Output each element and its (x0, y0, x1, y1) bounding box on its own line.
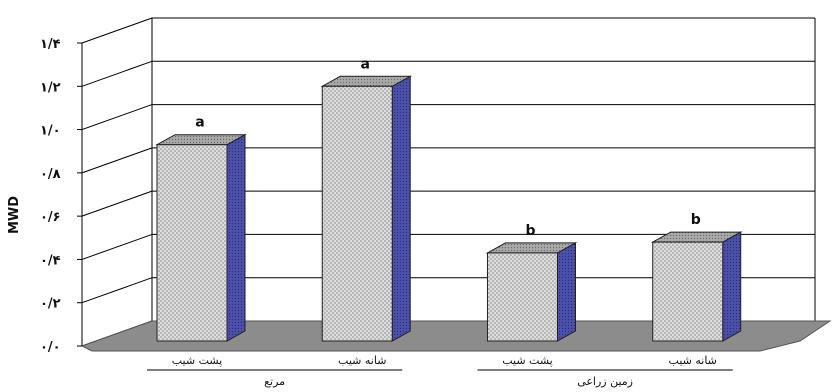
bar-side (722, 231, 742, 342)
gridline-left-wall (81, 190, 153, 217)
y-tick-label: ۰/۴ (40, 253, 61, 268)
bar-data-label: a (361, 56, 370, 72)
x-group-label: مرتع (264, 375, 285, 388)
chart-text: ۰/۰ ۰/۲ ۰/۴ ۰/۶ ۰/۸ ۱/۰ ۱/۲ ۱/۴ MWD a پشت شیب a شانه… (7, 37, 733, 388)
y-tick-label: ۱/۲ (40, 80, 61, 95)
chart-bars (155, 75, 743, 342)
y-tick-label: ۰/۰ (40, 340, 61, 355)
bar (156, 144, 228, 342)
gridline-left-wall (81, 60, 153, 87)
y-tick-label: ۱/۴ (40, 37, 61, 52)
chart-floor (80, 320, 832, 352)
chart-walls (77, 17, 832, 352)
gridline-left-wall (81, 147, 153, 174)
gridline-left-wall (81, 17, 153, 44)
gridline-left-wall (81, 104, 153, 131)
y-tick-label: ۱/۰ (40, 124, 61, 139)
bar-data-label: b (525, 223, 535, 239)
bar-side (226, 133, 246, 342)
y-axis-label: MWD (7, 196, 22, 234)
x-category-label: پشت شیب (502, 354, 553, 367)
bar-data-label: b (691, 212, 701, 228)
bar-side (391, 75, 411, 342)
bar (652, 241, 724, 342)
x-category-label: شانه شیب (338, 354, 386, 367)
y-tick-label: ۰/۶ (40, 210, 61, 225)
bar-data-label: a (195, 115, 204, 131)
y-tick-label: ۰/۲ (40, 297, 61, 312)
x-category-label: شانه شیب (669, 354, 717, 367)
bar (486, 252, 558, 342)
y-tick-label: ۰/۸ (40, 167, 61, 182)
gridline-left-wall (81, 233, 153, 260)
x-group-label: زمین زراعی (577, 375, 633, 388)
x-category-label: پشت شیب (172, 354, 223, 367)
gridline-left-wall (81, 277, 153, 304)
bar-side (556, 242, 576, 342)
bar (321, 85, 393, 342)
